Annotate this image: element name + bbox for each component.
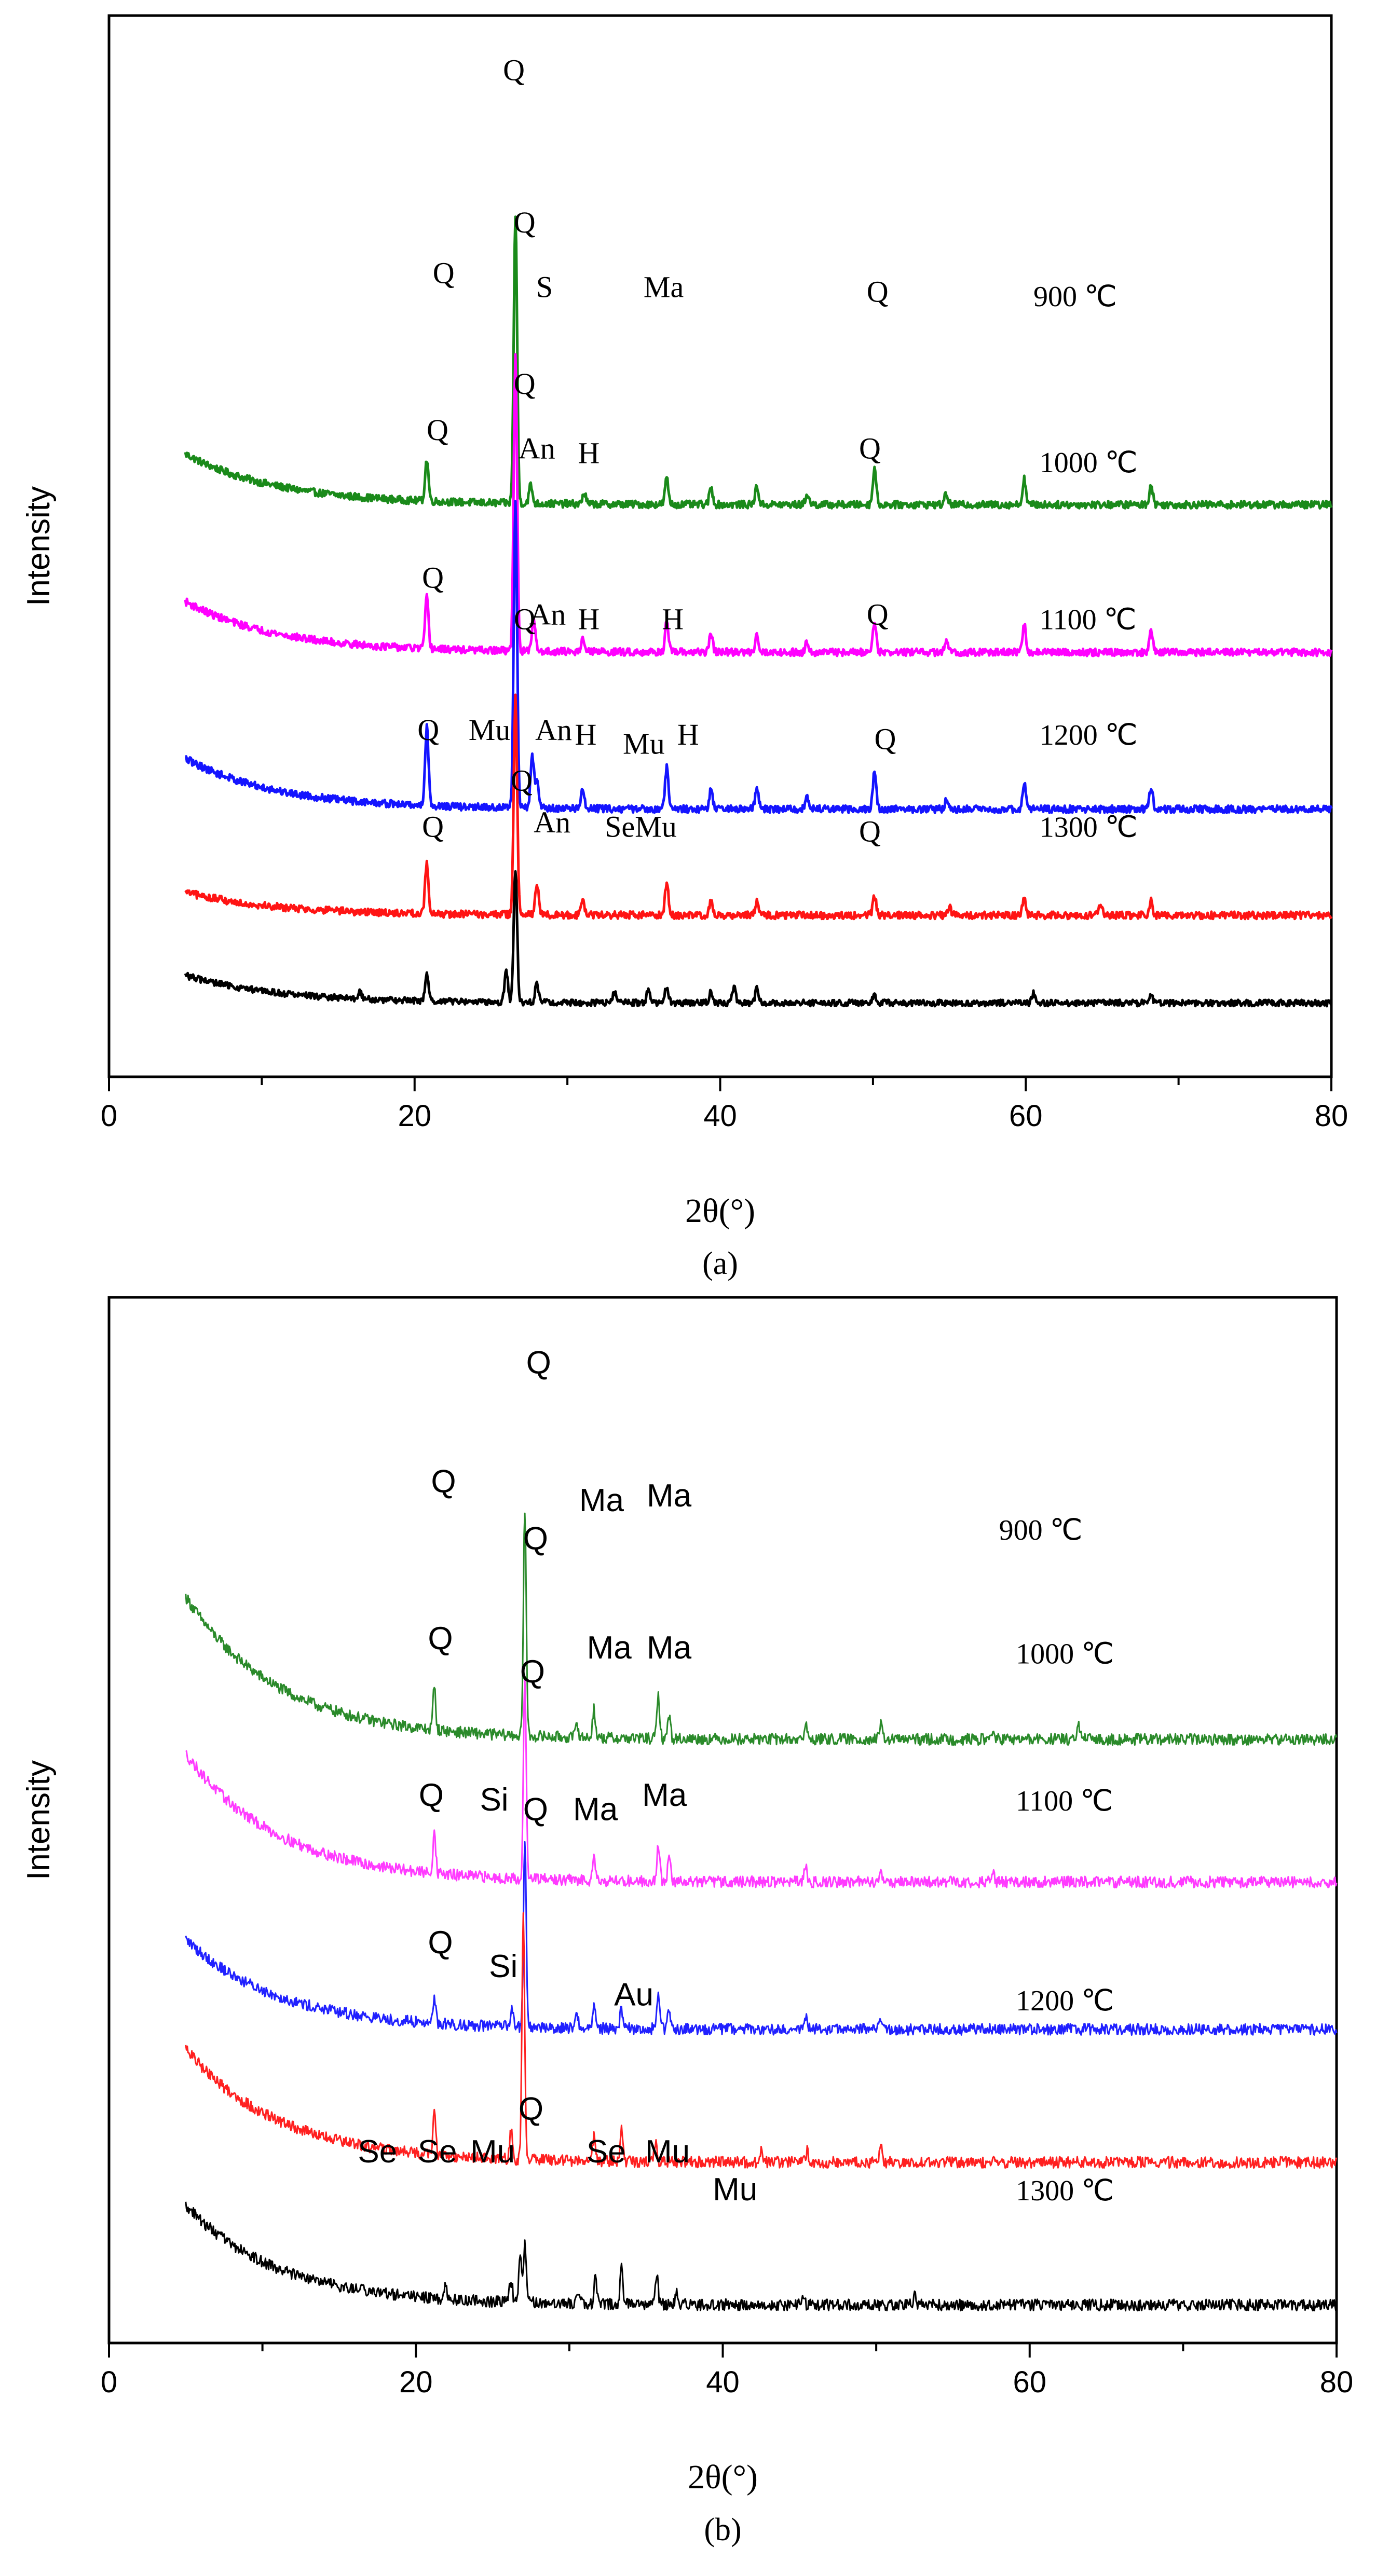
- series-line-1000: [184, 353, 1333, 657]
- series-line-1300: [185, 2201, 1338, 2312]
- peak-label: Mu: [469, 713, 511, 747]
- peak-label: Si: [489, 1949, 517, 1984]
- peak-label: Ma: [587, 1630, 632, 1666]
- peak-label: H: [578, 602, 600, 636]
- peak-label: Mu: [713, 2172, 757, 2208]
- peak-label: Q: [867, 275, 889, 308]
- peak-label: H: [662, 602, 684, 636]
- peak-label: Mu: [470, 2134, 515, 2170]
- peak-label: An: [535, 713, 572, 747]
- peak-label: Q: [520, 1654, 545, 1690]
- peak-label: H: [575, 718, 597, 751]
- peak-label: Q: [431, 1464, 456, 1500]
- x-tick-label: 20: [398, 1099, 431, 1133]
- x-tick-label: 60: [1009, 1099, 1043, 1133]
- peak-label: Q: [514, 602, 536, 636]
- series-temperature-label: 1100 ℃: [1040, 604, 1137, 636]
- peak-label: Q: [526, 1345, 551, 1381]
- peak-label: Q: [514, 205, 536, 239]
- peak-label: Q: [417, 713, 439, 747]
- peak-label: S: [536, 270, 553, 304]
- series-line-1100: [185, 500, 1333, 814]
- series-temperature-label: 1000 ℃: [1016, 1638, 1114, 1670]
- peak-label: Q: [511, 764, 533, 798]
- peak-label: Q: [514, 367, 536, 401]
- peak-label: Se: [587, 2134, 626, 2170]
- peak-label: Q: [523, 1792, 548, 1828]
- panel-label: (b): [704, 2512, 741, 2547]
- x-axis-title: 2θ(°): [688, 2458, 758, 2496]
- series-temperature-label: 1000 ℃: [1040, 447, 1138, 479]
- peak-label: Q: [427, 413, 448, 447]
- x-axis-title: 2θ(°): [685, 1192, 755, 1230]
- peak-label: Ma: [644, 270, 684, 304]
- series-temperature-label: 1200 ℃: [1040, 719, 1138, 751]
- y-axis-title: Intensity: [21, 1760, 57, 1880]
- series-line-1200: [185, 1912, 1338, 2169]
- x-tick-label: 20: [399, 2365, 433, 2399]
- peak-label: Q: [422, 561, 444, 595]
- peak-label: Q: [428, 1621, 453, 1656]
- series-line-1300: [184, 870, 1333, 1008]
- peak-label: Si: [480, 1782, 508, 1818]
- peak-label: An: [519, 432, 555, 465]
- series-temperature-label: 1100 ℃: [1016, 1785, 1113, 1817]
- panel-label: (a): [702, 1246, 738, 1281]
- x-tick-label: 0: [101, 2365, 117, 2399]
- x-tick-label: 0: [101, 1099, 117, 1133]
- series-temperature-label: 1200 ℃: [1016, 1985, 1114, 2017]
- peak-label: Ma: [642, 1777, 687, 1813]
- peak-label: H: [677, 718, 699, 751]
- series-line-1100: [185, 1841, 1338, 2036]
- peak-label: Ma: [647, 1630, 692, 1666]
- peak-label: Se: [358, 2134, 397, 2170]
- peak-label: Se: [418, 2134, 457, 2170]
- peak-label: Q: [874, 722, 896, 756]
- peak-label: Q: [859, 432, 881, 465]
- series-line-900: [185, 1512, 1338, 1746]
- x-tick-label: 80: [1320, 2365, 1354, 2399]
- peak-label: Q: [523, 1520, 548, 1556]
- x-tick-label: 80: [1315, 1099, 1348, 1133]
- peak-label: An: [529, 598, 566, 632]
- peak-label: Q: [419, 1777, 444, 1813]
- peak-label: Au: [614, 1977, 653, 2013]
- series-temperature-label: 900 ℃: [1033, 281, 1117, 313]
- peak-label: Ma: [573, 1792, 618, 1828]
- x-tick-label: 40: [706, 2365, 740, 2399]
- peak-label: Q: [422, 810, 444, 844]
- peak-label: Q: [867, 598, 889, 632]
- series-line-900: [184, 215, 1333, 510]
- peak-label: Q: [519, 2091, 543, 2127]
- series-temperature-label: 1300 ℃: [1016, 2175, 1114, 2207]
- series-line-1200: [184, 693, 1333, 921]
- series-line-1000: [185, 1675, 1338, 1888]
- peak-label: H: [578, 436, 600, 470]
- peak-label: Q: [503, 53, 525, 87]
- peak-label: Ma: [579, 1483, 624, 1518]
- x-tick-label: 40: [703, 1099, 737, 1133]
- peak-label: Q: [433, 256, 455, 290]
- peak-label: Mu: [623, 727, 665, 761]
- y-axis-title: Intensity: [21, 486, 57, 606]
- peak-label: Q: [859, 815, 881, 848]
- peak-label: An: [534, 805, 570, 839]
- peak-label: Q: [428, 1925, 453, 1961]
- series-temperature-label: 1300 ℃: [1040, 812, 1138, 844]
- peak-label: Mu: [645, 2134, 690, 2170]
- x-tick-label: 60: [1013, 2365, 1046, 2399]
- series-temperature-label: 900 ℃: [999, 1514, 1083, 1546]
- peak-label: Ma: [647, 1478, 692, 1514]
- peak-label: SeMu: [605, 810, 677, 844]
